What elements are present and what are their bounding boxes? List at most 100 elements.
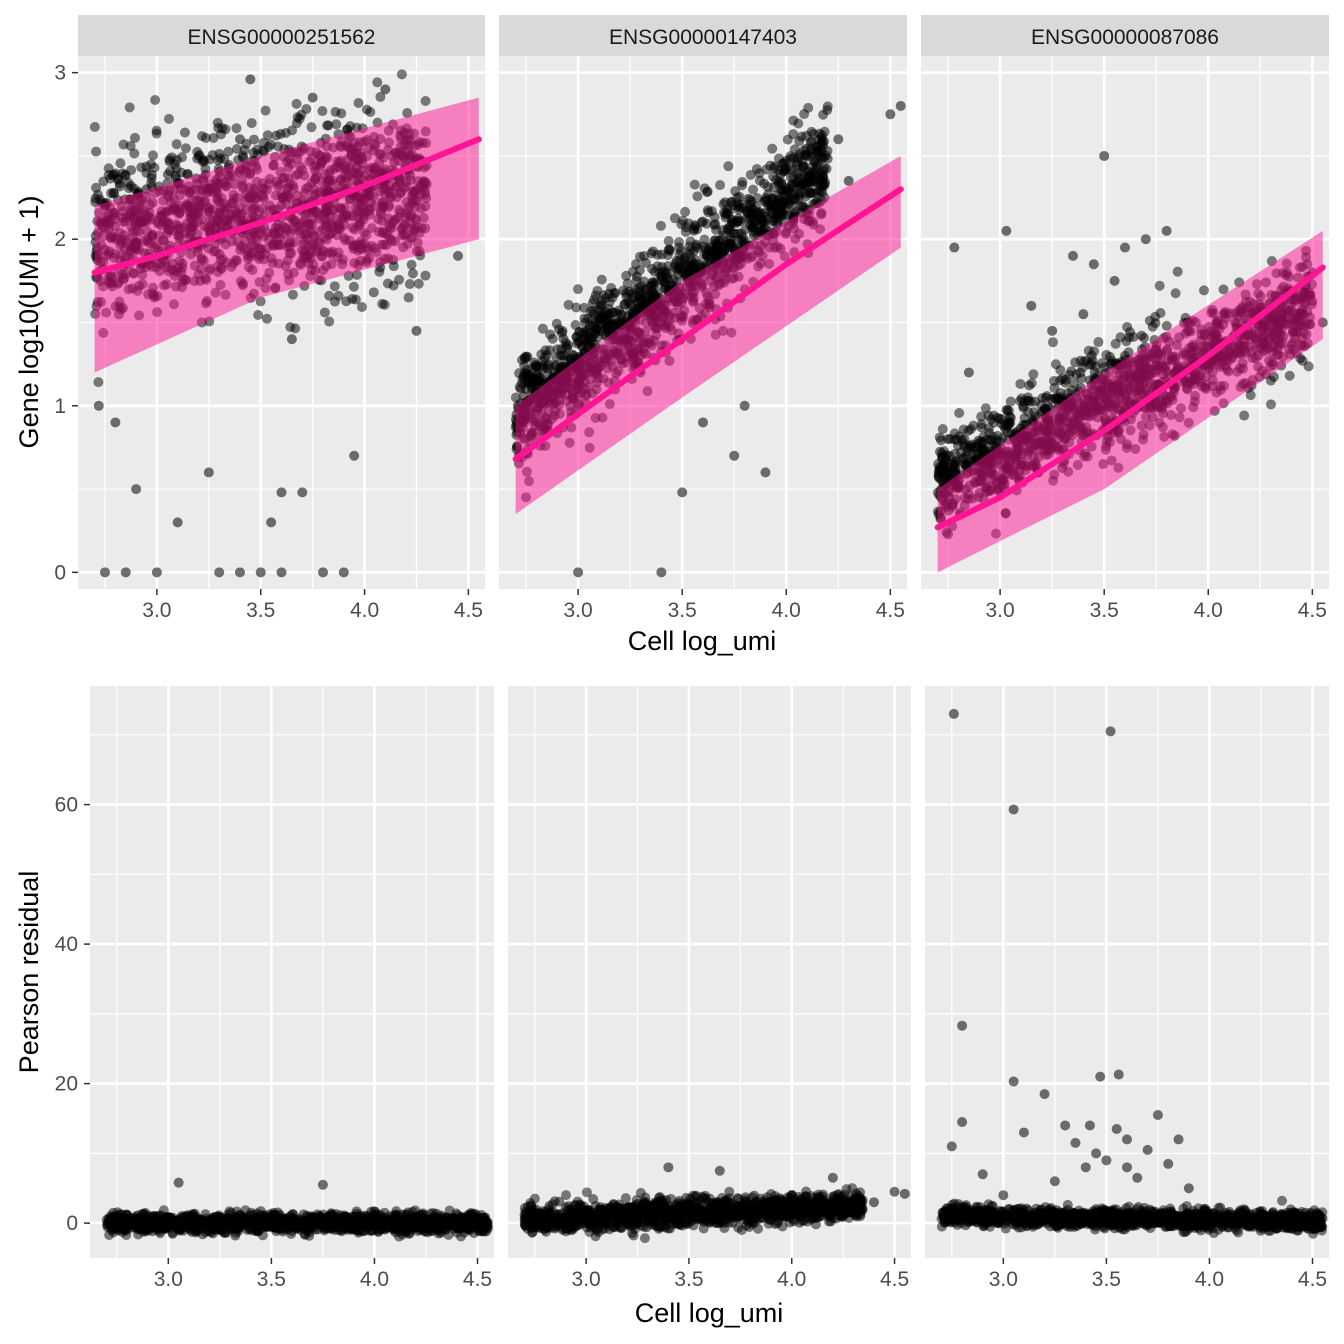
cloud-point [1075, 355, 1086, 366]
data-point [760, 467, 771, 478]
data-point [234, 134, 245, 145]
cloud-point [113, 174, 124, 185]
cloud-point [789, 188, 800, 199]
x-tick-label: 3.0 [142, 599, 171, 622]
cloud-point [223, 146, 234, 157]
cloud-point [1047, 337, 1058, 348]
data-point [1047, 325, 1058, 336]
data-point [698, 417, 708, 428]
cloud-point [772, 190, 783, 201]
cloud-point [265, 139, 276, 150]
cloud-point [372, 77, 383, 88]
cloud-point [404, 279, 415, 290]
cloud-point [331, 119, 342, 130]
cloud-point [163, 113, 174, 124]
cloud-point [1154, 280, 1165, 291]
cloud-point [377, 298, 388, 309]
data-point [245, 74, 256, 85]
cloud-point [149, 162, 160, 173]
data-point [1109, 275, 1120, 286]
cloud-point [1028, 407, 1039, 418]
cloud-point [558, 333, 569, 344]
cloud-point [1093, 337, 1104, 348]
cloud-point [737, 180, 748, 191]
cloud-point [755, 213, 766, 224]
cloud-point [129, 132, 140, 143]
cloud-point [689, 220, 700, 231]
cloud-point [759, 178, 770, 189]
cloud-point [182, 168, 193, 179]
cloud-point [238, 152, 249, 163]
cloud-point [769, 163, 780, 174]
cloud-point [1049, 375, 1060, 386]
facet-strip-label: ENSG00000087086 [1031, 26, 1219, 49]
x-tick-label: 4.5 [1298, 599, 1327, 622]
x-tick-label: 3.0 [986, 599, 1015, 622]
prediction-band [937, 230, 1323, 573]
cloud-point [745, 169, 756, 180]
cloud-point [353, 98, 364, 109]
data-point [1067, 250, 1078, 261]
cloud-point [773, 176, 784, 187]
cloud-point [937, 424, 948, 435]
cloud-point [324, 316, 335, 327]
data-point [234, 567, 245, 578]
data-point [110, 417, 121, 428]
cloud-point [596, 274, 607, 285]
data-point [276, 487, 287, 498]
cloud-point [751, 163, 762, 174]
plot-area [932, 150, 1328, 573]
cloud-point [91, 146, 102, 157]
data-point [1078, 309, 1089, 320]
data-point [286, 334, 297, 345]
facet-strip-label: ENSG00000147403 [609, 26, 797, 49]
cloud-point [572, 284, 583, 295]
cloud-point [542, 360, 553, 371]
x-tick-label: 4.0 [772, 599, 801, 622]
data-point [656, 567, 667, 578]
cloud-point [736, 228, 747, 239]
cloud-point [1122, 321, 1133, 332]
point-cloud [510, 101, 833, 503]
cloud-point [361, 104, 372, 115]
cloud-point [818, 109, 829, 120]
cloud-point [604, 309, 615, 320]
cloud-point [375, 91, 386, 102]
data-point [93, 400, 104, 411]
cloud-point [646, 281, 657, 292]
cloud-point [695, 259, 706, 270]
cloud-point [402, 108, 413, 119]
cloud-point [588, 321, 599, 332]
cloud-point [1028, 369, 1039, 380]
cloud-point [692, 191, 703, 202]
cloud-point [803, 102, 814, 113]
cloud-point [382, 278, 393, 289]
cloud-point [656, 271, 667, 282]
data-point [276, 567, 287, 578]
cloud-point [262, 130, 273, 141]
cloud-point [655, 220, 666, 231]
cloud-point [1172, 266, 1183, 277]
data-point [943, 434, 954, 445]
cloud-point [296, 109, 307, 120]
x-tick-label: 4.5 [454, 599, 483, 622]
cloud-point [628, 307, 639, 318]
data-point [349, 450, 360, 461]
cloud-point [1066, 366, 1077, 377]
cloud-point [92, 189, 103, 200]
cloud-point [1041, 390, 1052, 401]
cloud-point [715, 180, 726, 191]
cloud-point [996, 414, 1007, 425]
cloud-point [396, 69, 407, 80]
cloud-point [1161, 320, 1172, 331]
cloud-point [822, 101, 833, 112]
cloud-point [1090, 361, 1101, 372]
cloud-point [329, 281, 340, 292]
cloud-point [271, 130, 282, 141]
cloud-point [785, 153, 796, 164]
data-point [729, 450, 740, 461]
data-point [411, 325, 422, 336]
